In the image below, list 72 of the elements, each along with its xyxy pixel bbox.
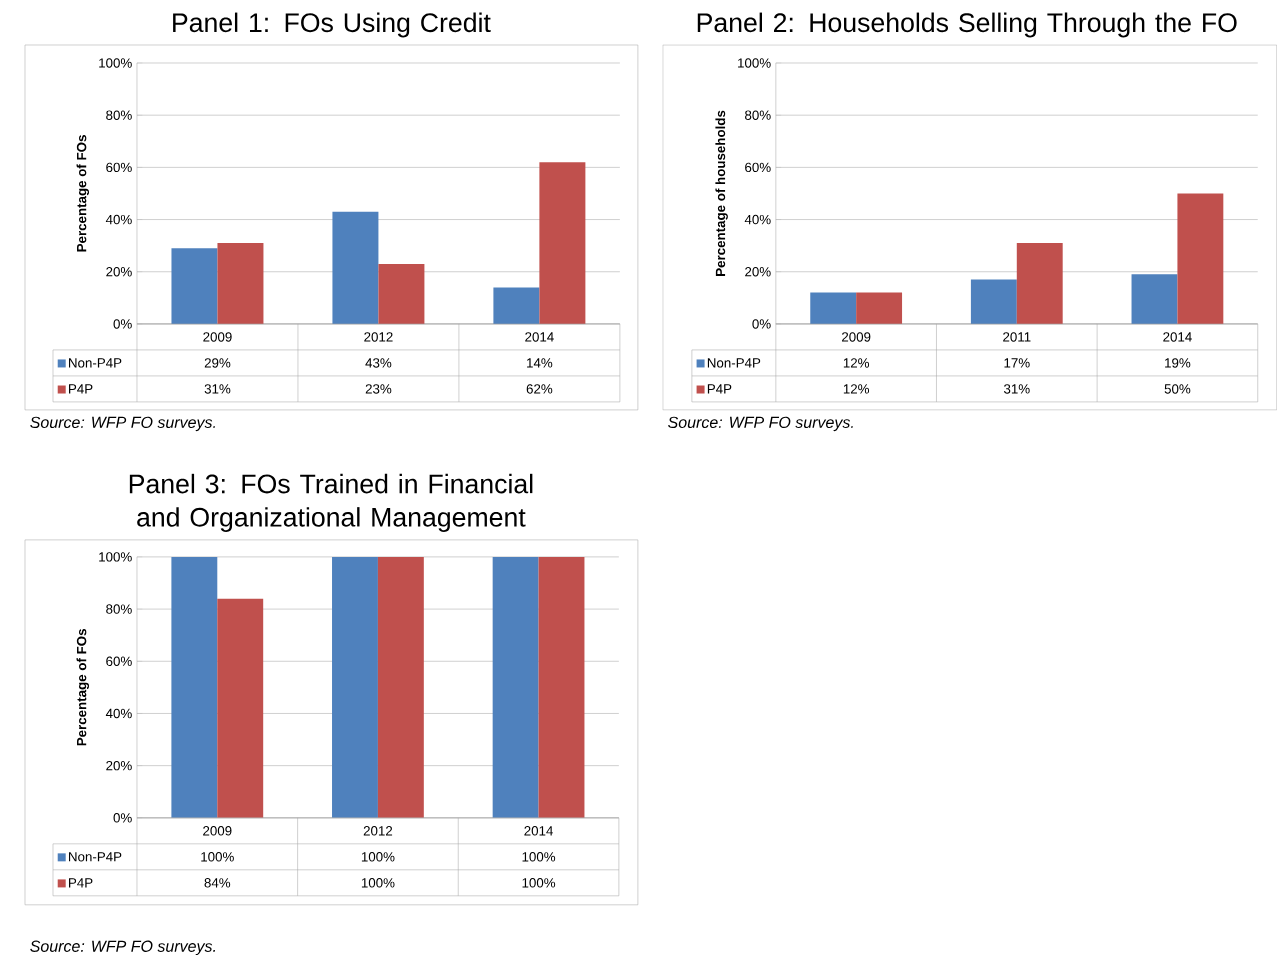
legend-label: P4P	[69, 384, 93, 394]
y-tick-label: 100%	[99, 551, 132, 562]
data-label: 43%	[365, 357, 392, 368]
bar	[493, 287, 540, 324]
bar	[856, 292, 903, 324]
legend-label: Non-P4P	[69, 358, 122, 368]
data-label: 31%	[1003, 383, 1030, 394]
data-label: 29%	[204, 357, 231, 368]
y-tick-label: 60%	[106, 162, 132, 172]
data-label: 12%	[843, 384, 870, 394]
legend-label: Non-P4P	[69, 851, 122, 862]
legend-label: Non-P4P	[707, 358, 761, 368]
y-tick-label: 40%	[105, 708, 132, 718]
chart-title: Panel 2: Households Selling Through the FO	[697, 12, 1237, 38]
y-tick-label: 20%	[106, 760, 132, 771]
bar	[1177, 193, 1224, 324]
legend-label: P4P	[707, 384, 732, 394]
data-label: 100%	[361, 851, 395, 862]
x-tick-label: 2009	[842, 331, 871, 342]
y-tick-label: 80%	[745, 110, 771, 120]
data-label: 100%	[522, 877, 556, 888]
data-label: 12%	[843, 358, 870, 368]
data-label: 100%	[522, 851, 556, 862]
chart-title: Panel 3: FOs Trained in Financial and Organizational Management	[129, 473, 533, 532]
bar	[378, 263, 425, 324]
data-label: 84%	[204, 877, 231, 888]
source-note: Source: WFP FO surveys.	[30, 940, 216, 955]
y-tick-label: 100%	[99, 58, 132, 68]
bar	[171, 248, 218, 324]
y-tick-label: 60%	[745, 162, 771, 172]
y-tick-label: 20%	[106, 266, 132, 277]
x-tick-label: 2011	[1003, 331, 1031, 342]
legend-label: P4P	[69, 878, 93, 888]
x-tick-label: 2014	[1163, 331, 1192, 342]
data-label: 17%	[1004, 358, 1030, 368]
bar	[332, 211, 379, 324]
y-tick-label: 100%	[738, 58, 771, 68]
x-tick-label: 2012	[363, 825, 393, 836]
y-tick-label: 0%	[113, 812, 132, 823]
x-tick-label: 2009	[203, 331, 232, 342]
y-tick-label: 40%	[105, 214, 132, 225]
data-label: 19%	[1165, 357, 1191, 368]
data-label: 62%	[526, 383, 553, 394]
chart-title: Panel 1: FOs Using Credit	[173, 12, 491, 38]
bar	[1131, 274, 1178, 324]
y-tick-label: 40%	[744, 214, 771, 225]
bar	[810, 292, 857, 324]
bar	[970, 279, 1017, 324]
data-label: 50%	[1164, 383, 1191, 394]
y-tick-label: 20%	[745, 266, 771, 277]
y-tick-label: 80%	[106, 604, 132, 614]
y-axis-title: Percentage of households	[715, 110, 728, 276]
bar	[539, 161, 586, 324]
bar	[217, 242, 264, 324]
y-axis-title: Percentage of FOs	[76, 628, 90, 746]
data-label: 23%	[365, 383, 392, 394]
y-tick-label: 80%	[106, 110, 132, 120]
data-label: 14%	[527, 358, 553, 368]
data-label: 100%	[361, 877, 395, 888]
x-tick-label: 2012	[364, 331, 393, 342]
y-tick-label: 0%	[113, 318, 132, 329]
x-tick-label: 2014	[525, 331, 554, 342]
source-note: Source: WFP FO surveys.	[30, 416, 216, 431]
data-label: 31%	[204, 383, 231, 394]
source-note: Source: WFP FO surveys.	[668, 416, 853, 431]
data-label: 100%	[201, 851, 234, 862]
x-tick-label: 2009	[203, 825, 232, 836]
y-axis-title: Percentage of FOs	[76, 134, 90, 252]
x-tick-label: 2014	[524, 825, 553, 836]
y-tick-label: 60%	[106, 656, 132, 666]
y-tick-label: 0%	[752, 318, 771, 329]
bar	[1016, 242, 1063, 324]
